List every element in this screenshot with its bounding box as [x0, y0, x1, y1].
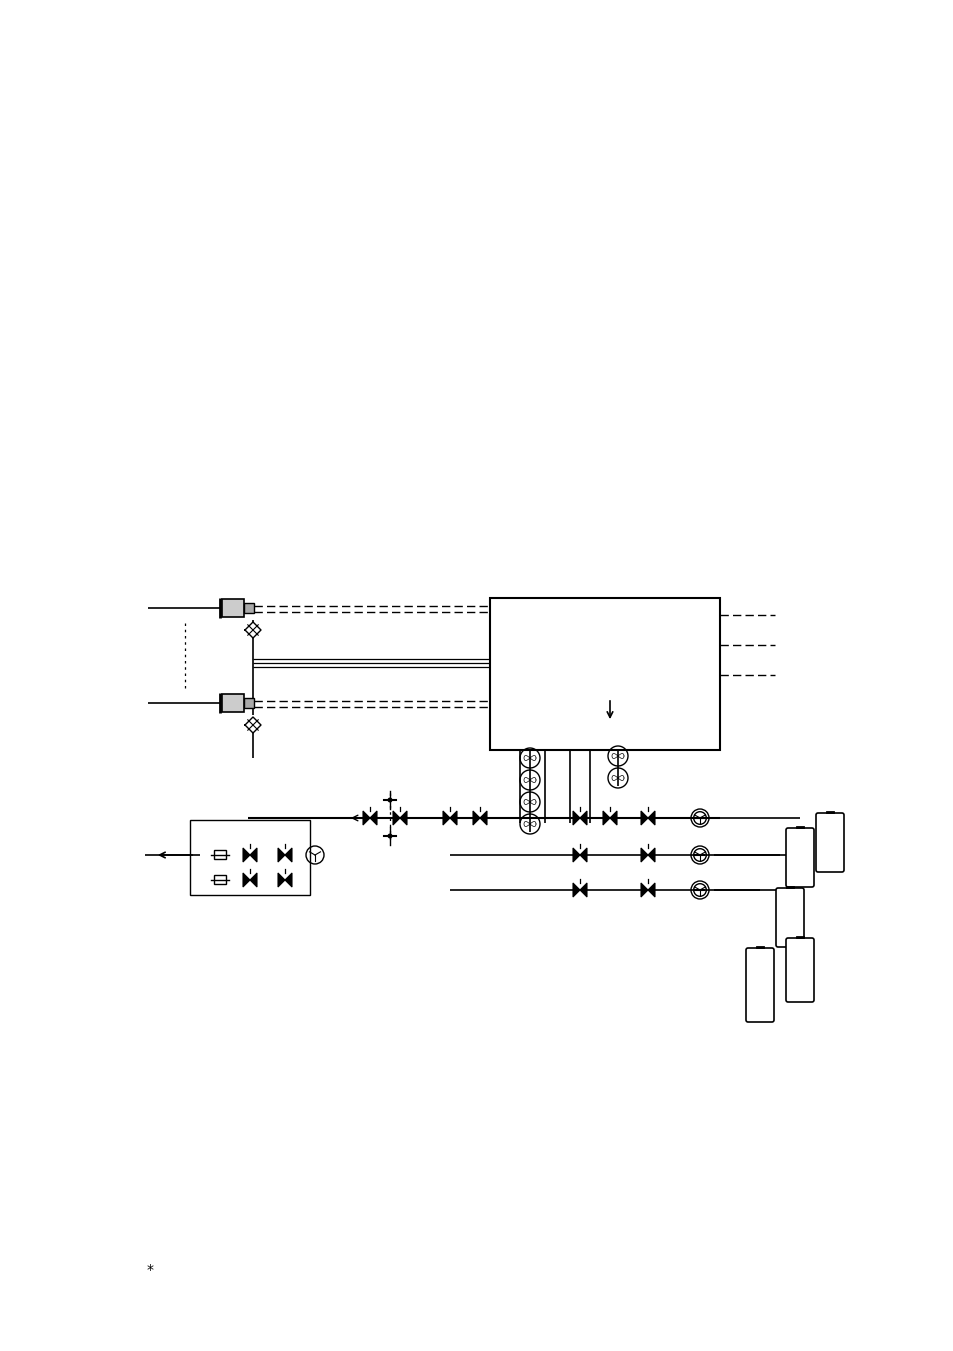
FancyBboxPatch shape: [785, 938, 813, 1002]
FancyBboxPatch shape: [745, 948, 773, 1021]
Polygon shape: [640, 811, 647, 825]
FancyBboxPatch shape: [775, 888, 803, 947]
Polygon shape: [647, 811, 655, 825]
FancyBboxPatch shape: [785, 828, 813, 888]
Polygon shape: [393, 811, 399, 825]
Circle shape: [387, 834, 392, 839]
Polygon shape: [250, 848, 256, 862]
Polygon shape: [250, 873, 256, 888]
Polygon shape: [647, 884, 655, 897]
Polygon shape: [573, 848, 579, 862]
Bar: [244, 603, 253, 613]
Polygon shape: [609, 811, 617, 825]
Polygon shape: [479, 811, 486, 825]
Bar: [222, 694, 244, 712]
Polygon shape: [450, 811, 456, 825]
Bar: [213, 875, 226, 884]
Polygon shape: [602, 811, 609, 825]
Polygon shape: [277, 873, 285, 888]
Polygon shape: [647, 848, 655, 862]
Polygon shape: [243, 848, 250, 862]
Polygon shape: [573, 884, 579, 897]
Polygon shape: [399, 811, 407, 825]
Polygon shape: [573, 811, 579, 825]
Polygon shape: [579, 884, 586, 897]
Polygon shape: [370, 811, 376, 825]
Polygon shape: [579, 848, 586, 862]
Text: *: *: [147, 1263, 153, 1277]
Bar: [490, 598, 720, 750]
Bar: [244, 698, 253, 708]
Polygon shape: [640, 884, 647, 897]
Polygon shape: [363, 811, 370, 825]
Polygon shape: [285, 873, 292, 888]
Bar: [213, 850, 226, 859]
Polygon shape: [442, 811, 450, 825]
Polygon shape: [473, 811, 479, 825]
Circle shape: [387, 797, 392, 802]
Polygon shape: [579, 811, 586, 825]
Polygon shape: [277, 848, 285, 862]
Bar: [190, 820, 310, 894]
Polygon shape: [640, 848, 647, 862]
Polygon shape: [285, 848, 292, 862]
FancyBboxPatch shape: [815, 813, 843, 871]
Polygon shape: [243, 873, 250, 888]
Bar: [222, 598, 244, 617]
